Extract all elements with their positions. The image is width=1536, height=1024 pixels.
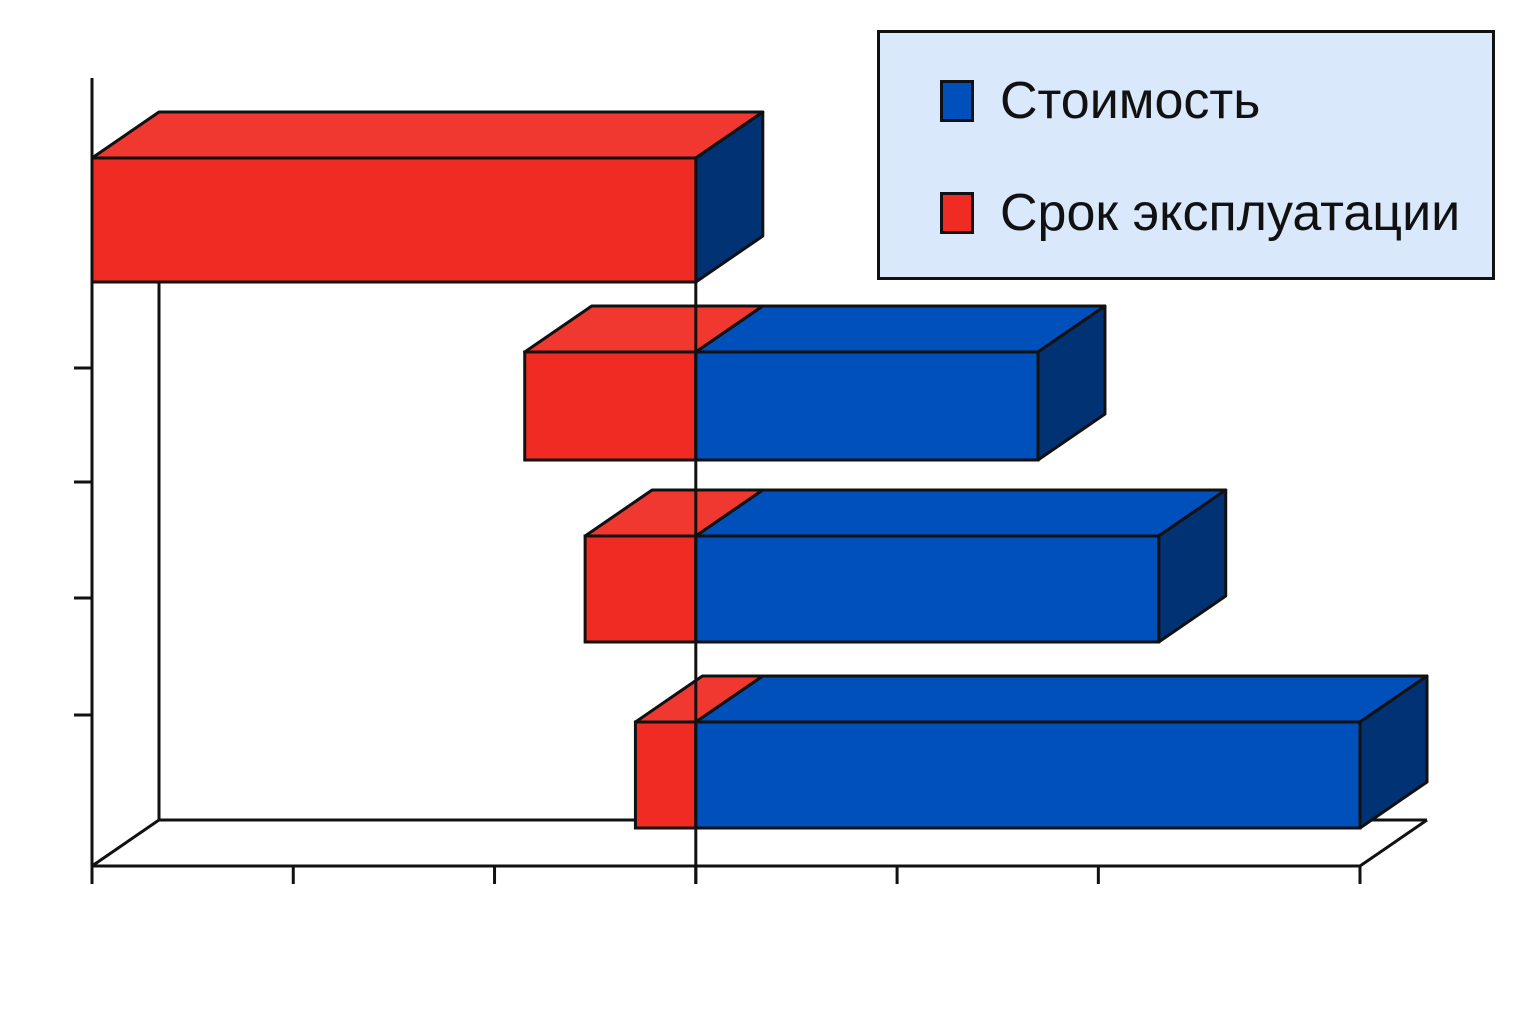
legend-swatch-cost: [940, 80, 974, 122]
bar-top-blue: [694, 304, 1107, 354]
legend: Стоимость Срок эксплуатации: [877, 30, 1495, 280]
bar-front-blue: [694, 534, 1161, 644]
bar-top-blue: [694, 488, 1228, 538]
bar-front-red: [583, 534, 698, 644]
bar-group: [90, 110, 765, 284]
legend-swatch-lifetime: [940, 192, 974, 234]
bar-group: [633, 674, 1429, 830]
legend-item-cost: Стоимость: [940, 71, 1260, 131]
floor-left-edge: [91, 818, 160, 868]
bar-front-red: [90, 156, 698, 284]
legend-label-cost: Стоимость: [1000, 72, 1261, 130]
bar-group: [583, 488, 1228, 644]
bar-front-blue: [694, 720, 1362, 830]
bar-top-blue: [694, 674, 1429, 724]
bars: [90, 110, 1429, 830]
legend-label-lifetime: Срок эксплуатации: [1000, 184, 1461, 242]
floor-right-edge: [1359, 818, 1428, 868]
legend-item-lifetime: Срок эксплуатации: [940, 183, 1460, 243]
bar-group: [523, 304, 1107, 462]
bar-front-red: [633, 720, 698, 830]
bar-top-red: [90, 110, 765, 160]
bar-front-blue: [694, 350, 1040, 462]
bar-front-red: [523, 350, 698, 462]
